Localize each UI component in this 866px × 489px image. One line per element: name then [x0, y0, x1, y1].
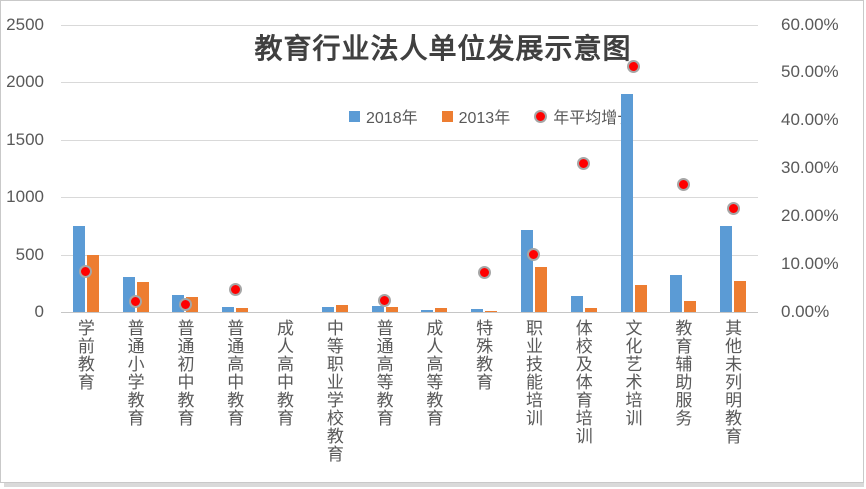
bar-2013-10	[584, 307, 597, 312]
x-axis-label: 文化艺术培训	[622, 319, 642, 427]
right-axis-tick-label: 50.00%	[781, 62, 839, 82]
x-axis-label: 普通高等教育	[373, 319, 393, 427]
gridline	[61, 197, 758, 198]
bar-2013-3	[236, 308, 249, 312]
bar-2018-12	[670, 274, 683, 312]
growth-dot-2	[178, 297, 192, 311]
bar-2018-13	[720, 226, 733, 312]
bar-2013-8	[485, 310, 498, 312]
chart-title: 教育行业法人单位发展示意图	[254, 33, 632, 64]
growth-dot-3	[228, 282, 242, 296]
right-axis-tick-label: 20.00%	[781, 206, 839, 226]
bar-2013-0	[86, 255, 99, 312]
bar-2013-6	[385, 306, 398, 312]
bar-2018-7	[421, 310, 434, 312]
bar-2018-6	[371, 306, 384, 312]
x-axis-label: 学前教育	[74, 319, 94, 391]
bar-2013-5	[335, 304, 348, 312]
x-axis-label: 教育辅助服务	[672, 319, 692, 427]
bar-2013-12	[684, 300, 697, 312]
gridline	[61, 24, 758, 26]
x-axis-label: 普通初中教育	[174, 319, 194, 427]
left-axis-tick-label: 1500	[6, 129, 44, 149]
x-axis-label: 普通小学教育	[124, 319, 144, 427]
x-axis-label: 体校及体育培训	[572, 319, 592, 445]
gridline	[61, 82, 758, 83]
left-axis-tick-label: 500	[15, 244, 44, 264]
growth-dot-12	[676, 178, 690, 192]
bar-2018-11	[620, 93, 633, 312]
x-axis-label: 其他未列明教育	[722, 319, 742, 445]
legend-item-2: 年平均增长	[534, 104, 633, 128]
right-axis-tick-label: 10.00%	[781, 254, 839, 274]
legend-square-icon	[441, 110, 453, 122]
bar-2013-11	[634, 284, 647, 312]
left-axis-tick-label: 2500	[6, 14, 44, 34]
legend-item-1: 2013年	[441, 104, 511, 128]
growth-dot-6	[378, 294, 392, 308]
x-axis-label: 特殊教育	[473, 319, 493, 391]
legend-square-icon	[349, 110, 360, 122]
legend-dot-icon	[534, 109, 548, 123]
x-axis-label: 成人高中教育	[274, 319, 294, 427]
bar-2018-10	[570, 295, 583, 312]
x-axis-label: 成人高等教育	[423, 319, 443, 427]
right-axis-tick-label: 30.00%	[781, 158, 839, 178]
bar-2013-13	[734, 280, 747, 312]
left-axis-tick-label: 1000	[6, 187, 44, 206]
growth-dot-1	[129, 294, 143, 308]
x-axis-label: 职业技能培训	[522, 319, 542, 427]
right-axis-tick-label: 0.00%	[781, 302, 830, 321]
bar-2018-9	[520, 229, 533, 312]
growth-dot-10	[577, 156, 591, 170]
x-axis-label: 普通高中教育	[224, 319, 244, 427]
gridline	[61, 312, 758, 313]
gridline	[61, 139, 758, 141]
right-axis-tick-label: 40.00%	[781, 110, 839, 130]
left-axis-tick-label: 0	[34, 302, 44, 321]
growth-dot-13	[726, 201, 740, 215]
growth-dot-11	[627, 59, 641, 73]
left-axis-tick-label: 2000	[6, 72, 44, 91]
legend-label: 年平均增长	[553, 110, 634, 127]
bar-2013-7	[435, 308, 448, 312]
legend-label: 2018年	[366, 110, 418, 127]
bar-2018-5	[321, 306, 334, 312]
bar-2013-9	[534, 266, 547, 312]
growth-dot-8	[477, 266, 491, 280]
x-axis-label: 中等职业学校教育	[323, 319, 343, 463]
gridline	[61, 254, 758, 256]
legend-item-0: 2018年	[349, 104, 418, 128]
chart-legend: 2018年 2013年 年平均增长	[349, 104, 633, 128]
legend-label: 2013年	[458, 110, 511, 127]
growth-dot-9	[527, 247, 541, 261]
bar-2018-8	[471, 309, 484, 312]
bar-2018-3	[222, 306, 235, 312]
bar-2018-0	[72, 226, 85, 312]
growth-dot-0	[79, 265, 93, 279]
chart-drop-shadow	[4, 483, 864, 487]
right-axis-tick-label: 60.00%	[781, 14, 839, 34]
